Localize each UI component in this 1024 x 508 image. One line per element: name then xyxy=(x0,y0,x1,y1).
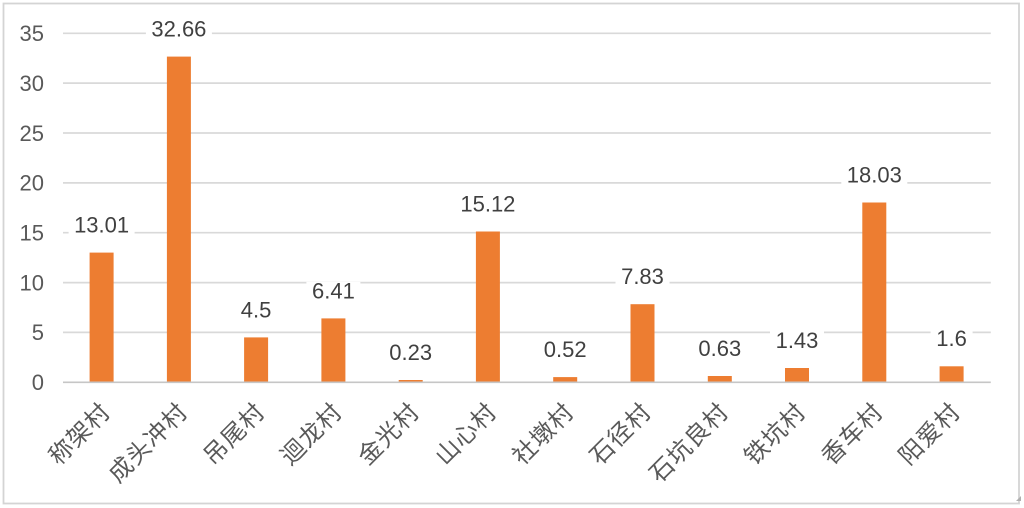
svg-text:15: 15 xyxy=(20,221,44,246)
svg-text:0.52: 0.52 xyxy=(544,337,587,362)
svg-text:20: 20 xyxy=(20,171,44,196)
svg-text:7.83: 7.83 xyxy=(621,264,664,289)
svg-text:15.12: 15.12 xyxy=(460,191,515,216)
svg-text:0: 0 xyxy=(32,370,44,395)
svg-text:1.6: 1.6 xyxy=(936,326,967,351)
svg-text:25: 25 xyxy=(20,121,44,146)
svg-text:1.43: 1.43 xyxy=(776,328,819,353)
svg-text:35: 35 xyxy=(20,21,44,46)
svg-text:13.01: 13.01 xyxy=(74,213,129,238)
svg-text:18.03: 18.03 xyxy=(847,162,902,187)
svg-text:10: 10 xyxy=(20,270,44,295)
svg-text:0.23: 0.23 xyxy=(389,340,432,365)
svg-text:32.66: 32.66 xyxy=(151,17,206,42)
svg-text:0.63: 0.63 xyxy=(698,336,741,361)
svg-text:6.41: 6.41 xyxy=(312,278,355,303)
svg-text:5: 5 xyxy=(32,320,44,345)
svg-text:4.5: 4.5 xyxy=(241,297,272,322)
svg-text:30: 30 xyxy=(20,71,44,96)
